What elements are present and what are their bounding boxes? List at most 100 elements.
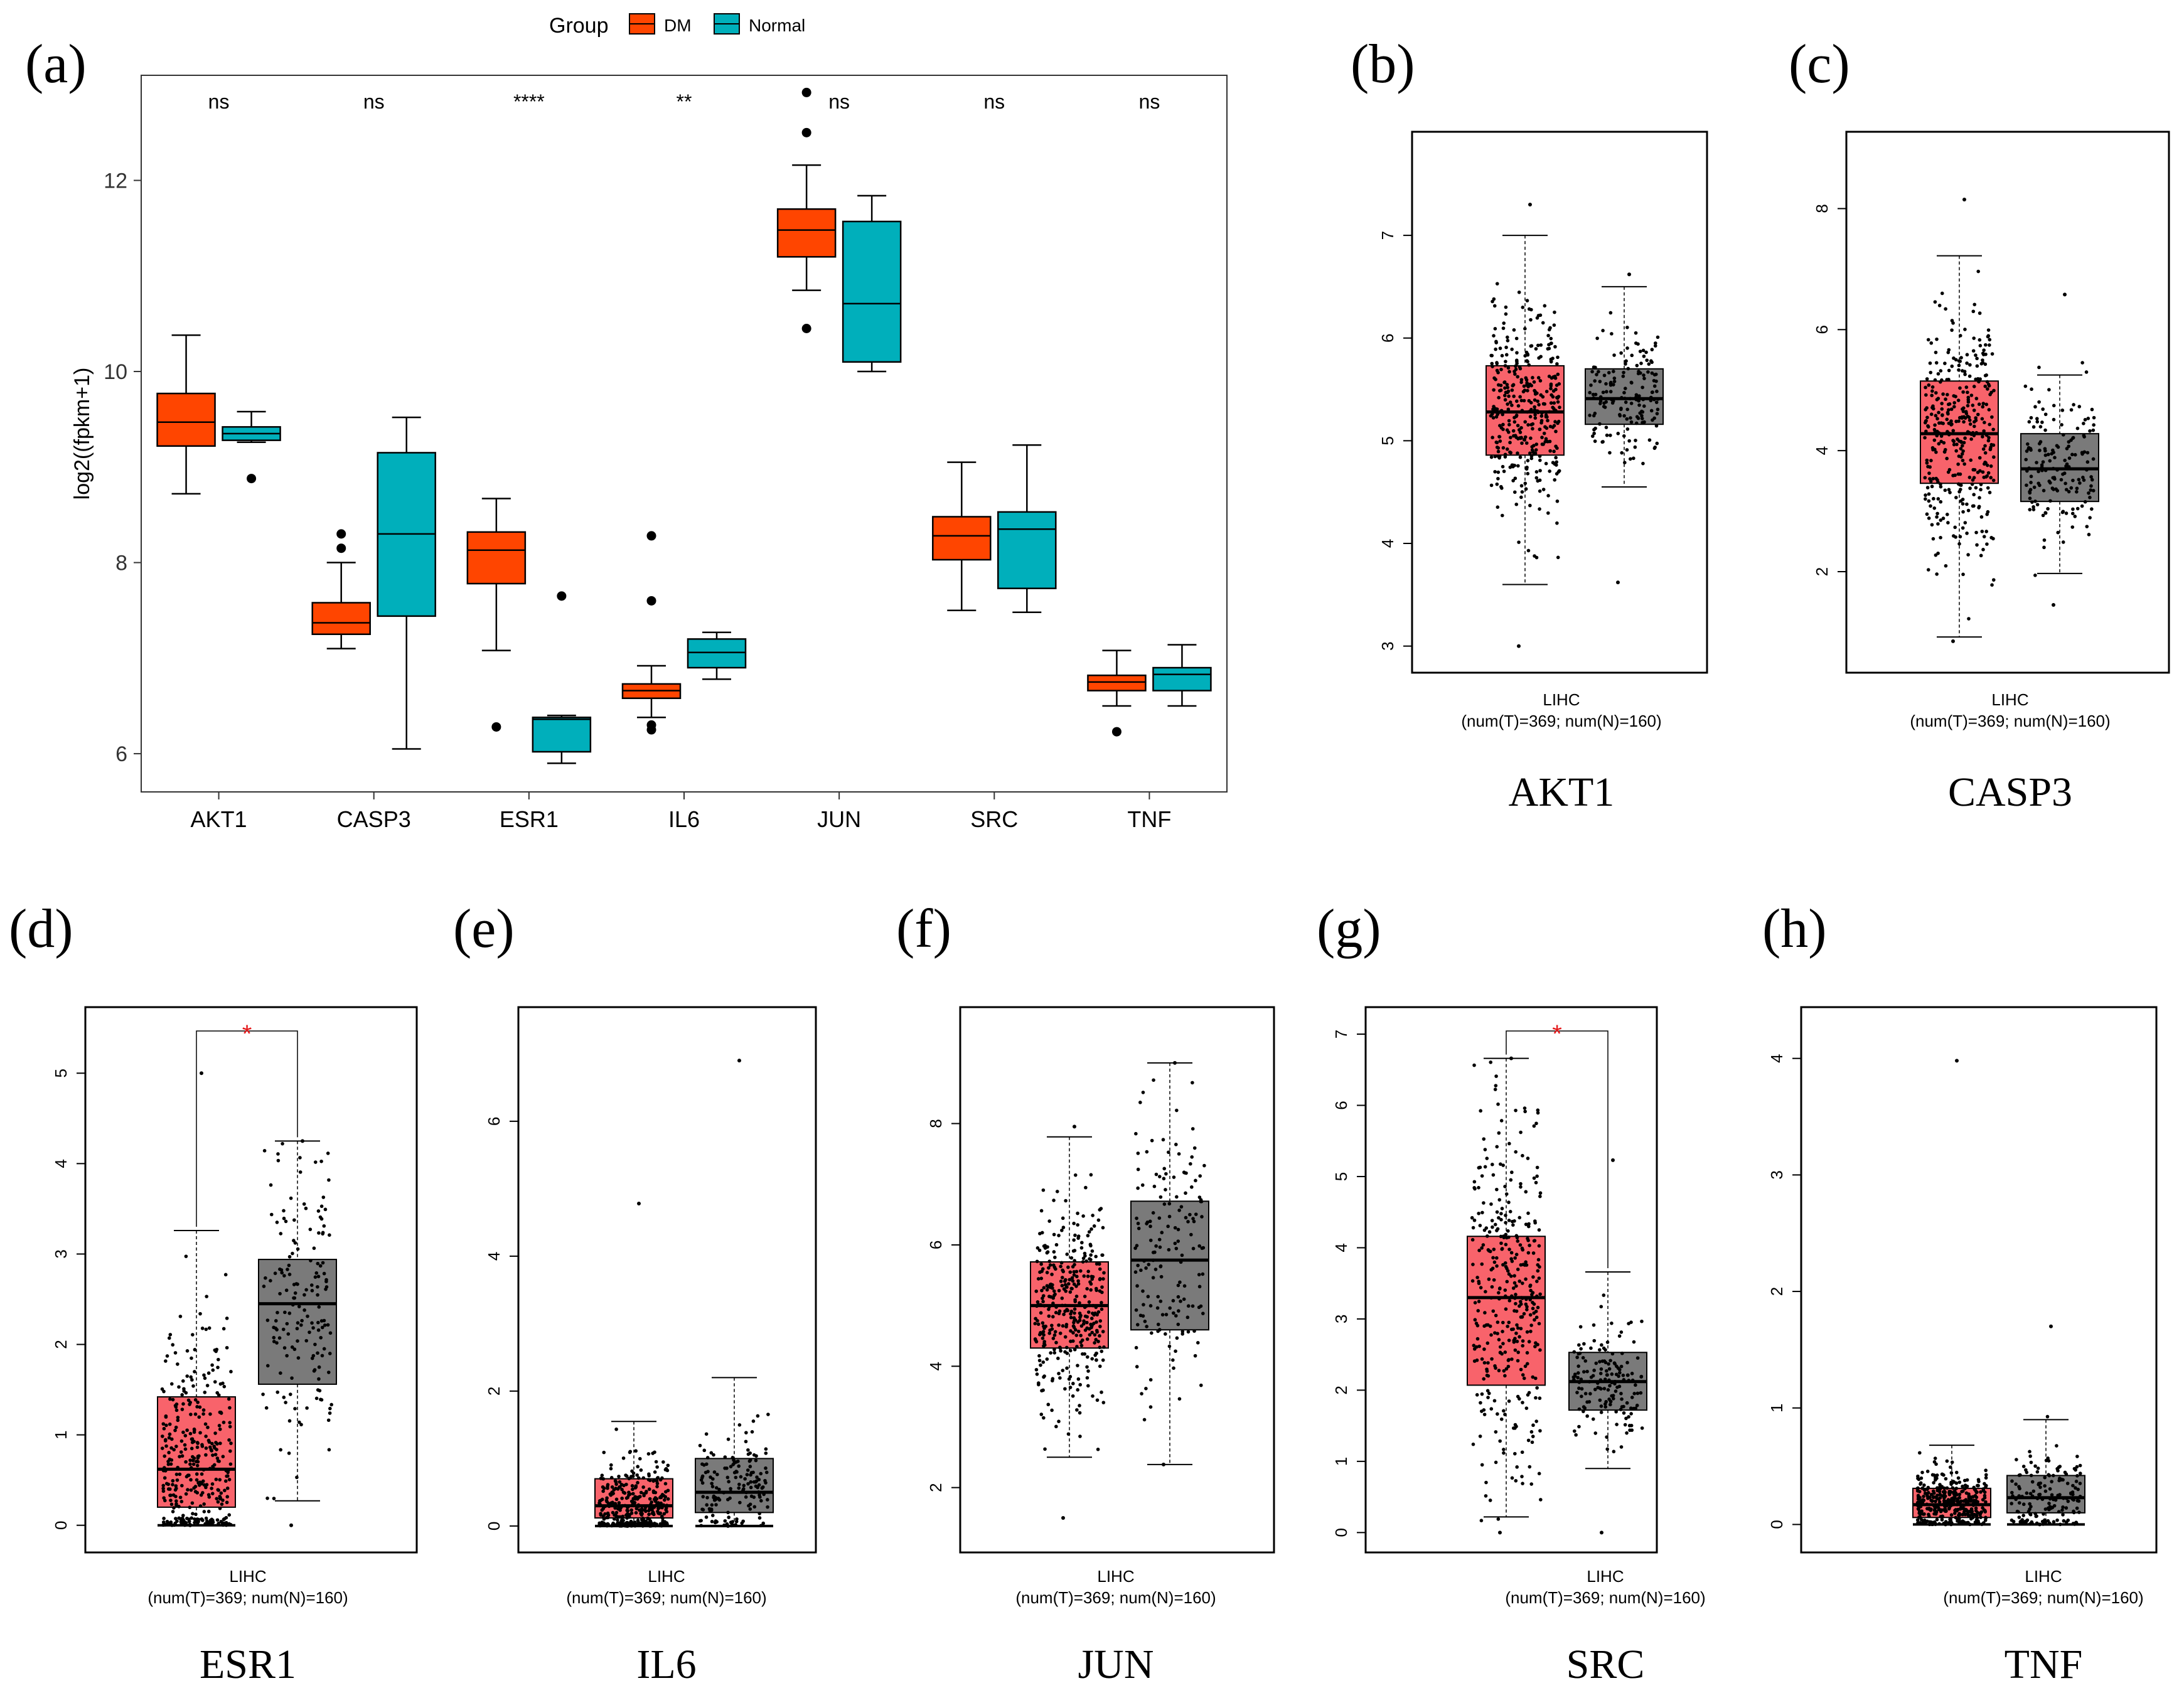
sample-point — [169, 1493, 173, 1497]
sample-point — [160, 1434, 164, 1438]
sample-point — [1989, 390, 1993, 395]
sample-point — [1967, 476, 1972, 479]
sample-point — [319, 1397, 323, 1402]
box-dm-esr1 — [466, 498, 527, 732]
sample-point — [612, 1522, 616, 1527]
sample-point — [1935, 337, 1939, 341]
sample-point — [1652, 378, 1656, 383]
sample-point — [602, 1450, 606, 1455]
sample-point-min — [726, 1524, 730, 1528]
sample-point — [1933, 378, 1937, 382]
sample-point — [2047, 1521, 2052, 1525]
sample-point — [1556, 400, 1560, 404]
sample-point — [1919, 1522, 1923, 1525]
sample-point — [1554, 429, 1558, 434]
sample-point — [715, 1472, 719, 1477]
sample-point — [1519, 1327, 1523, 1331]
sample-point — [1496, 505, 1500, 509]
sample-point — [265, 1496, 269, 1500]
sample-point — [1495, 407, 1499, 411]
sample-point — [1493, 1087, 1497, 1091]
sample-point — [1073, 1259, 1076, 1263]
outlier-point — [491, 722, 501, 732]
sample-point — [1191, 1217, 1195, 1220]
sample-point — [1492, 376, 1496, 380]
sample-point — [1952, 401, 1956, 405]
x-axis-sample-counts: (num(T)=369; num(N)=160) — [1910, 712, 2110, 730]
sample-point — [1984, 530, 1989, 533]
sample-point — [1592, 1323, 1596, 1327]
sample-point — [1961, 444, 1964, 448]
sample-point — [1622, 434, 1626, 438]
sample-point — [1525, 1308, 1529, 1311]
sample-point — [661, 1460, 665, 1464]
sample-point — [1593, 365, 1597, 370]
sample-point — [764, 1447, 768, 1451]
sample-point — [317, 1231, 321, 1235]
sample-point — [1167, 1344, 1172, 1349]
sample-point — [1963, 372, 1967, 377]
sample-point — [1642, 354, 1646, 358]
sample-point — [1625, 1373, 1630, 1377]
sample-point — [2069, 486, 2074, 490]
sample-point — [2058, 1465, 2062, 1468]
sample-point — [180, 1393, 184, 1397]
sample-point — [1174, 1246, 1179, 1251]
sample-point — [1519, 378, 1524, 382]
sample-point — [1988, 447, 1993, 452]
sample-point — [1525, 1330, 1529, 1334]
sample-point — [327, 1448, 331, 1452]
sample-point — [1480, 1463, 1484, 1467]
sample-point — [1484, 1226, 1489, 1230]
sample-point — [1605, 433, 1609, 437]
significance-label-esr1: **** — [513, 90, 545, 113]
sample-point — [1612, 380, 1617, 383]
sample-point — [1963, 1512, 1967, 1517]
sample-point — [1515, 1465, 1519, 1469]
sample-point — [1603, 1360, 1608, 1365]
sample-point — [228, 1424, 232, 1429]
sample-point — [1539, 343, 1543, 347]
sample-point — [1514, 1150, 1518, 1154]
sample-point — [743, 1477, 747, 1481]
sample-point — [1524, 350, 1529, 355]
sample-point — [1532, 1124, 1536, 1128]
sample-point — [1164, 1172, 1168, 1176]
box-tumor-casp3 — [1920, 197, 1999, 643]
sample-point — [1624, 1416, 1628, 1421]
sample-point — [1516, 1326, 1520, 1330]
sample-point — [221, 1455, 225, 1458]
sample-point — [1499, 1217, 1503, 1222]
sample-point — [1650, 371, 1654, 375]
sample-point — [1095, 1288, 1098, 1293]
sample-point — [1609, 1402, 1612, 1407]
sample-point — [665, 1510, 669, 1514]
sample-point — [1984, 402, 1989, 407]
sample-point — [282, 1209, 286, 1213]
sample-point — [1656, 335, 1660, 339]
sample-point — [1939, 535, 1942, 540]
sample-point — [1090, 1357, 1095, 1361]
sample-point — [1968, 363, 1972, 367]
sample-point — [624, 1474, 629, 1478]
sample-point — [610, 1485, 614, 1489]
sample-point — [2080, 504, 2084, 508]
sample-point — [1066, 1308, 1070, 1313]
sample-point — [745, 1473, 749, 1477]
sample-point — [316, 1293, 319, 1297]
sample-point — [2060, 510, 2065, 515]
sample-point — [723, 1455, 727, 1459]
sample-point — [1083, 1352, 1087, 1356]
sample-point — [1506, 430, 1511, 434]
sample-point — [1505, 1236, 1509, 1240]
sample-point — [2035, 461, 2038, 464]
sample-point — [640, 1512, 644, 1516]
sample-point — [710, 1485, 715, 1488]
sample-point — [1176, 1295, 1180, 1299]
sample-point — [1510, 1357, 1514, 1361]
sample-point — [174, 1402, 179, 1406]
sample-point — [1940, 402, 1944, 405]
sample-point — [1932, 496, 1935, 501]
sample-point — [1500, 1352, 1504, 1356]
sample-point — [1480, 1262, 1484, 1266]
